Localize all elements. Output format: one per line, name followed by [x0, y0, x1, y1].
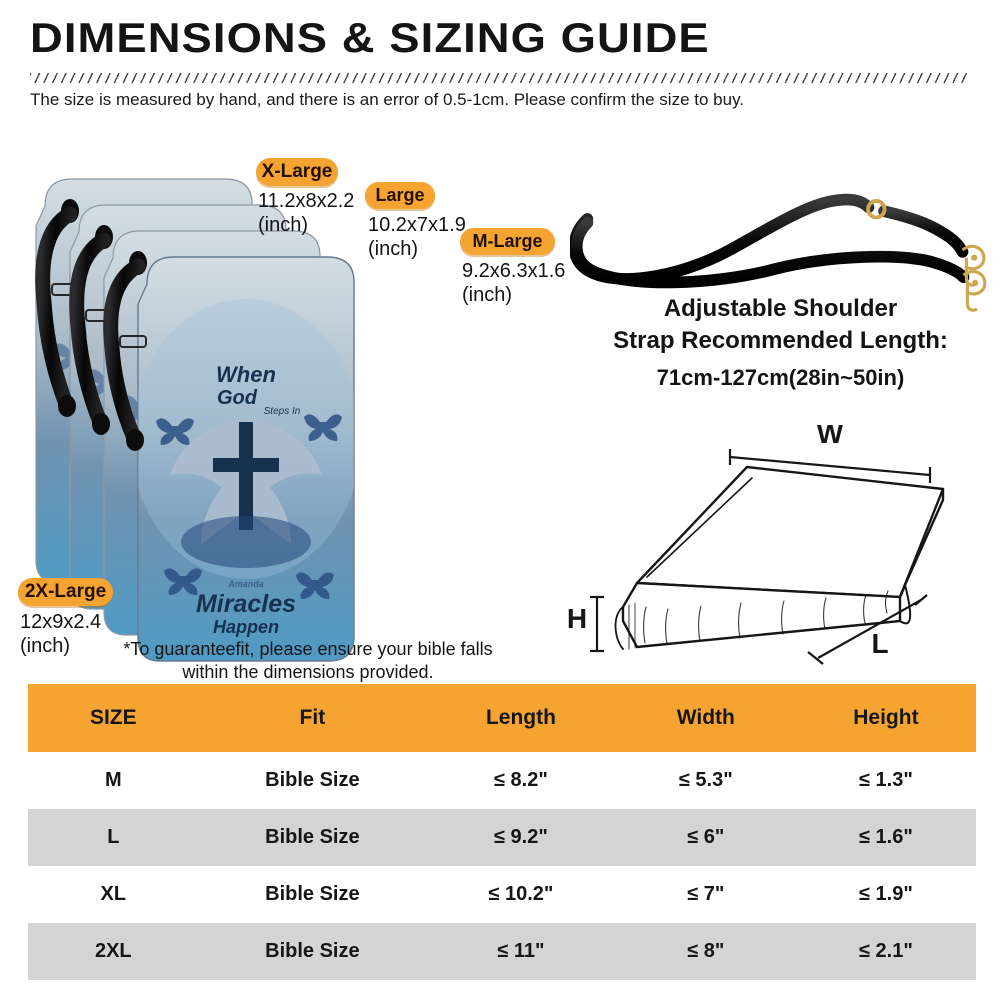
svg-text:H: H [567, 603, 587, 634]
svg-text:W: W [817, 425, 844, 449]
svg-text:L: L [871, 628, 888, 659]
